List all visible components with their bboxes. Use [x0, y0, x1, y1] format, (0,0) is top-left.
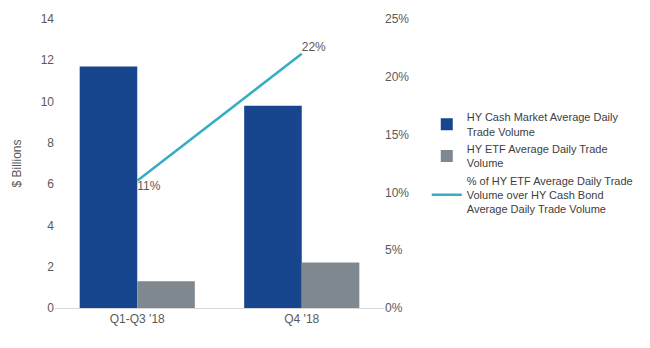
svg-text:2: 2 [47, 260, 54, 274]
svg-text:20%: 20% [385, 70, 409, 84]
svg-text:5%: 5% [385, 243, 403, 257]
svg-text:4: 4 [47, 219, 54, 233]
svg-text:HY ETF Average Daily TradeVolu: HY ETF Average Daily TradeVolume [467, 143, 608, 169]
svg-text:% of HY ETF Average Daily Trad: % of HY ETF Average Daily TradeVolume ov… [467, 175, 633, 216]
svg-text:11%: 11% [137, 179, 160, 193]
svg-text:6: 6 [47, 177, 54, 191]
svg-text:Q1-Q3 '18: Q1-Q3 '18 [110, 312, 165, 326]
svg-text:0%: 0% [385, 301, 403, 315]
svg-text:22%: 22% [302, 40, 326, 54]
svg-text:12: 12 [41, 53, 55, 67]
svg-text:HY Cash Market Average DailyTr: HY Cash Market Average DailyTrade Volume [467, 111, 619, 137]
svg-text:$ Billions: $ Billions [10, 139, 24, 187]
svg-text:15%: 15% [385, 128, 409, 142]
svg-text:14: 14 [41, 12, 55, 26]
svg-text:10%: 10% [385, 186, 409, 200]
svg-text:25%: 25% [385, 12, 409, 26]
svg-text:8: 8 [47, 136, 54, 150]
svg-text:Q4 '18: Q4 '18 [284, 312, 319, 326]
svg-text:0: 0 [47, 301, 54, 315]
svg-text:10: 10 [41, 95, 55, 109]
